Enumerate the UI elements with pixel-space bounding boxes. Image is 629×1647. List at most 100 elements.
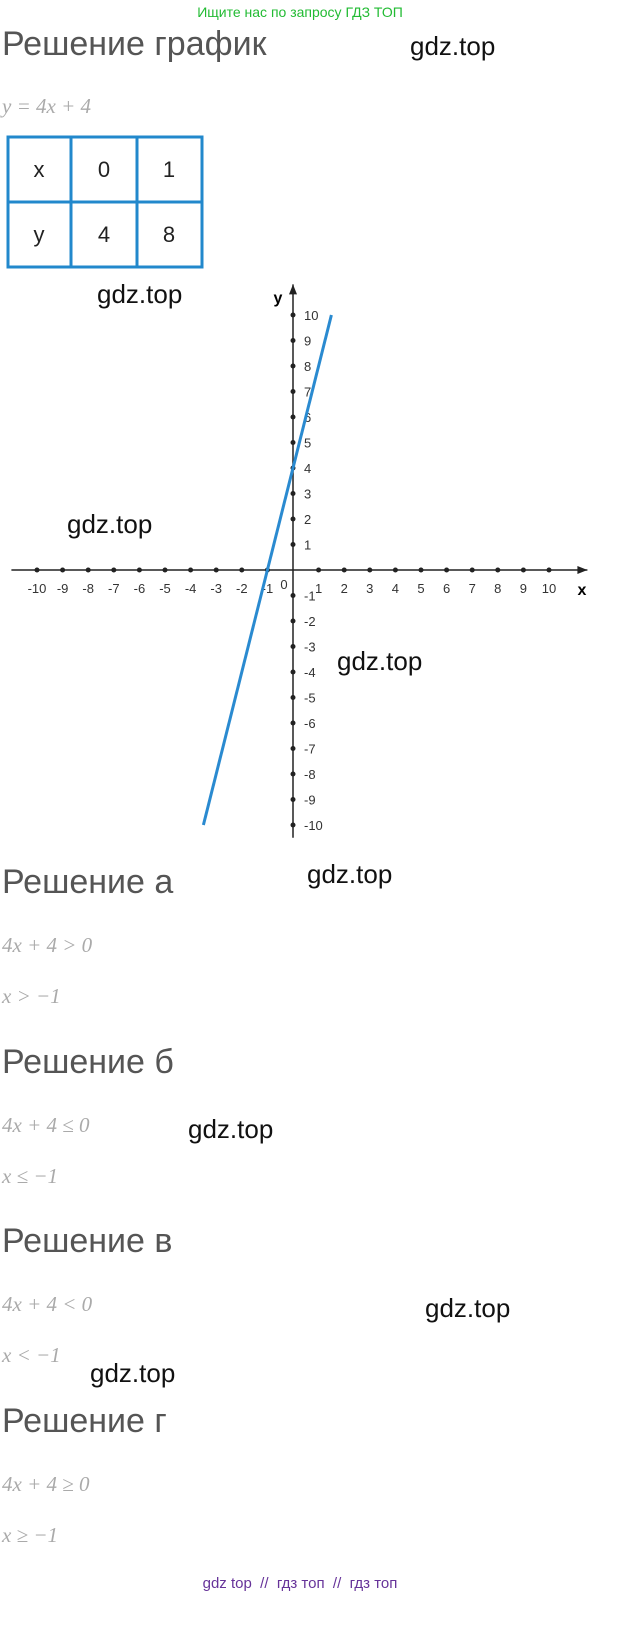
solution-line: x < −1: [1, 1343, 61, 1367]
x-tick-label: -7: [108, 581, 120, 596]
solution-title: Решение б: [2, 1043, 174, 1081]
x-tick: [34, 567, 40, 573]
y-tick: [290, 338, 296, 343]
y-tick: [290, 516, 296, 522]
x-tick-label: -6: [134, 581, 146, 596]
x-tick-label: -4: [185, 581, 197, 596]
x-tick-label: -2: [236, 581, 248, 596]
y-tick: [290, 720, 296, 726]
watermark: gdz.top: [307, 859, 392, 889]
y-tick-label: 2: [304, 512, 311, 527]
y-tick: [290, 695, 296, 700]
x-tick-label: 1: [315, 581, 322, 596]
x-tick-label: -1: [262, 581, 274, 596]
x-tick-label: -8: [82, 581, 94, 596]
x-tick: [546, 567, 552, 573]
y-tick-label: -5: [304, 691, 316, 706]
y-tick: [290, 389, 296, 394]
y-tick-label: 8: [304, 359, 311, 374]
y-tick: [290, 593, 296, 598]
x-tick-label: 9: [520, 581, 527, 596]
table-cell: y: [34, 222, 45, 247]
formula: y = 4x + 4: [0, 94, 91, 118]
x-tick: [418, 567, 424, 573]
x-tick: [188, 567, 194, 573]
x-arrow: [577, 566, 588, 574]
y-tick-label: -8: [304, 767, 316, 782]
table-cell: x: [34, 157, 45, 182]
x-tick: [162, 567, 168, 573]
x-tick: [136, 567, 142, 573]
x-tick-label: 6: [443, 581, 450, 596]
x-tick: [520, 567, 526, 573]
y-tick-label: 6: [304, 410, 311, 425]
x-tick-label: 3: [366, 581, 373, 596]
x-tick: [392, 567, 398, 573]
y-tick-label: 7: [304, 385, 311, 400]
x-tick: [85, 567, 91, 573]
origin-label: 0: [280, 577, 287, 592]
y-tick: [290, 771, 296, 777]
solution-line: x ≤ −1: [1, 1164, 58, 1188]
solution-line: x > −1: [1, 984, 61, 1008]
x-tick-label: 2: [341, 581, 348, 596]
x-tick: [239, 567, 245, 573]
y-tick: [290, 746, 296, 751]
x-tick-label: 4: [392, 581, 399, 596]
y-tick: [290, 797, 296, 802]
banner[interactable]: Ищите нас по запросу ГДЗ ТОП: [197, 4, 403, 20]
y-tick: [290, 491, 296, 496]
x-tick: [60, 567, 66, 573]
y-tick: [290, 669, 296, 675]
y-tick-label: -4: [304, 665, 316, 680]
y-tick-label: -10: [304, 818, 323, 833]
y-tick: [290, 644, 296, 649]
x-tick: [444, 567, 450, 573]
solution-line: 4x + 4 < 0: [2, 1292, 93, 1316]
line: [201, 314, 333, 826]
y-tick-label: -7: [304, 742, 316, 757]
solution-line: 4x + 4 ≤ 0: [2, 1113, 90, 1137]
y-tick-label: 3: [304, 487, 311, 502]
y-tick: [290, 618, 296, 624]
y-tick: [290, 414, 296, 420]
watermark: gdz.top: [337, 646, 422, 676]
x-tick: [316, 567, 322, 573]
x-tick: [367, 567, 373, 573]
watermark: gdz.top: [67, 509, 152, 539]
x-tick-label: -3: [210, 581, 222, 596]
footer[interactable]: gdz top // гдз топ // гдз топ: [203, 1575, 398, 1592]
x-tick: [213, 567, 219, 573]
x-tick: [341, 567, 347, 573]
solution-title: Решение г: [2, 1402, 167, 1440]
x-tick-label: 7: [469, 581, 476, 596]
y-tick-label: -6: [304, 716, 316, 731]
y-tick-label: -1: [304, 589, 316, 604]
y-arrow: [289, 284, 297, 295]
solution-line: 4x + 4 > 0: [2, 933, 93, 957]
x-tick-label: 10: [542, 581, 556, 596]
heading: Решение график: [2, 25, 268, 63]
y-tick: [290, 822, 296, 828]
watermark: gdz.top: [410, 31, 495, 61]
y-tick-label: -3: [304, 640, 316, 655]
solution-line: x ≥ −1: [1, 1523, 58, 1547]
x-tick: [469, 567, 475, 573]
watermark: gdz.top: [425, 1293, 510, 1323]
x-tick-label: -5: [159, 581, 171, 596]
y-tick-label: -2: [304, 614, 316, 629]
table-cell: 0: [98, 157, 110, 182]
x-tick-label: 5: [417, 581, 424, 596]
table-cell: 1: [163, 157, 175, 182]
x-tick-label: 8: [494, 581, 501, 596]
watermark: gdz.top: [188, 1114, 273, 1144]
watermark: gdz.top: [97, 279, 182, 309]
y-tick-label: 1: [304, 538, 311, 553]
x-tick: [495, 567, 501, 573]
table-cell: 4: [98, 222, 110, 247]
y-tick-label: 9: [304, 334, 311, 349]
y-tick: [290, 542, 296, 547]
y-tick-label: 10: [304, 308, 318, 323]
solution-title: Решение а: [2, 863, 173, 901]
